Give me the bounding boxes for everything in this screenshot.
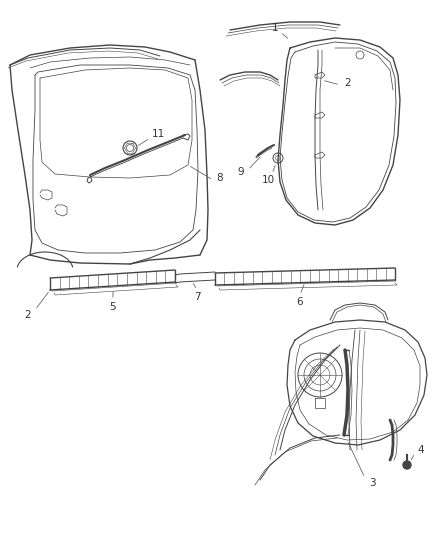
Text: 11: 11 bbox=[151, 129, 164, 139]
Text: 2: 2 bbox=[344, 78, 350, 88]
Text: 4: 4 bbox=[417, 445, 424, 455]
Circle shape bbox=[402, 461, 410, 469]
Text: 1: 1 bbox=[271, 23, 278, 33]
Text: 2: 2 bbox=[25, 310, 31, 320]
Text: 9: 9 bbox=[237, 167, 244, 177]
Text: 10: 10 bbox=[261, 175, 274, 185]
Text: 7: 7 bbox=[193, 292, 200, 302]
Text: 5: 5 bbox=[110, 302, 116, 312]
Text: 6: 6 bbox=[296, 297, 303, 307]
Text: 8: 8 bbox=[216, 173, 223, 183]
Text: 3: 3 bbox=[368, 478, 374, 488]
